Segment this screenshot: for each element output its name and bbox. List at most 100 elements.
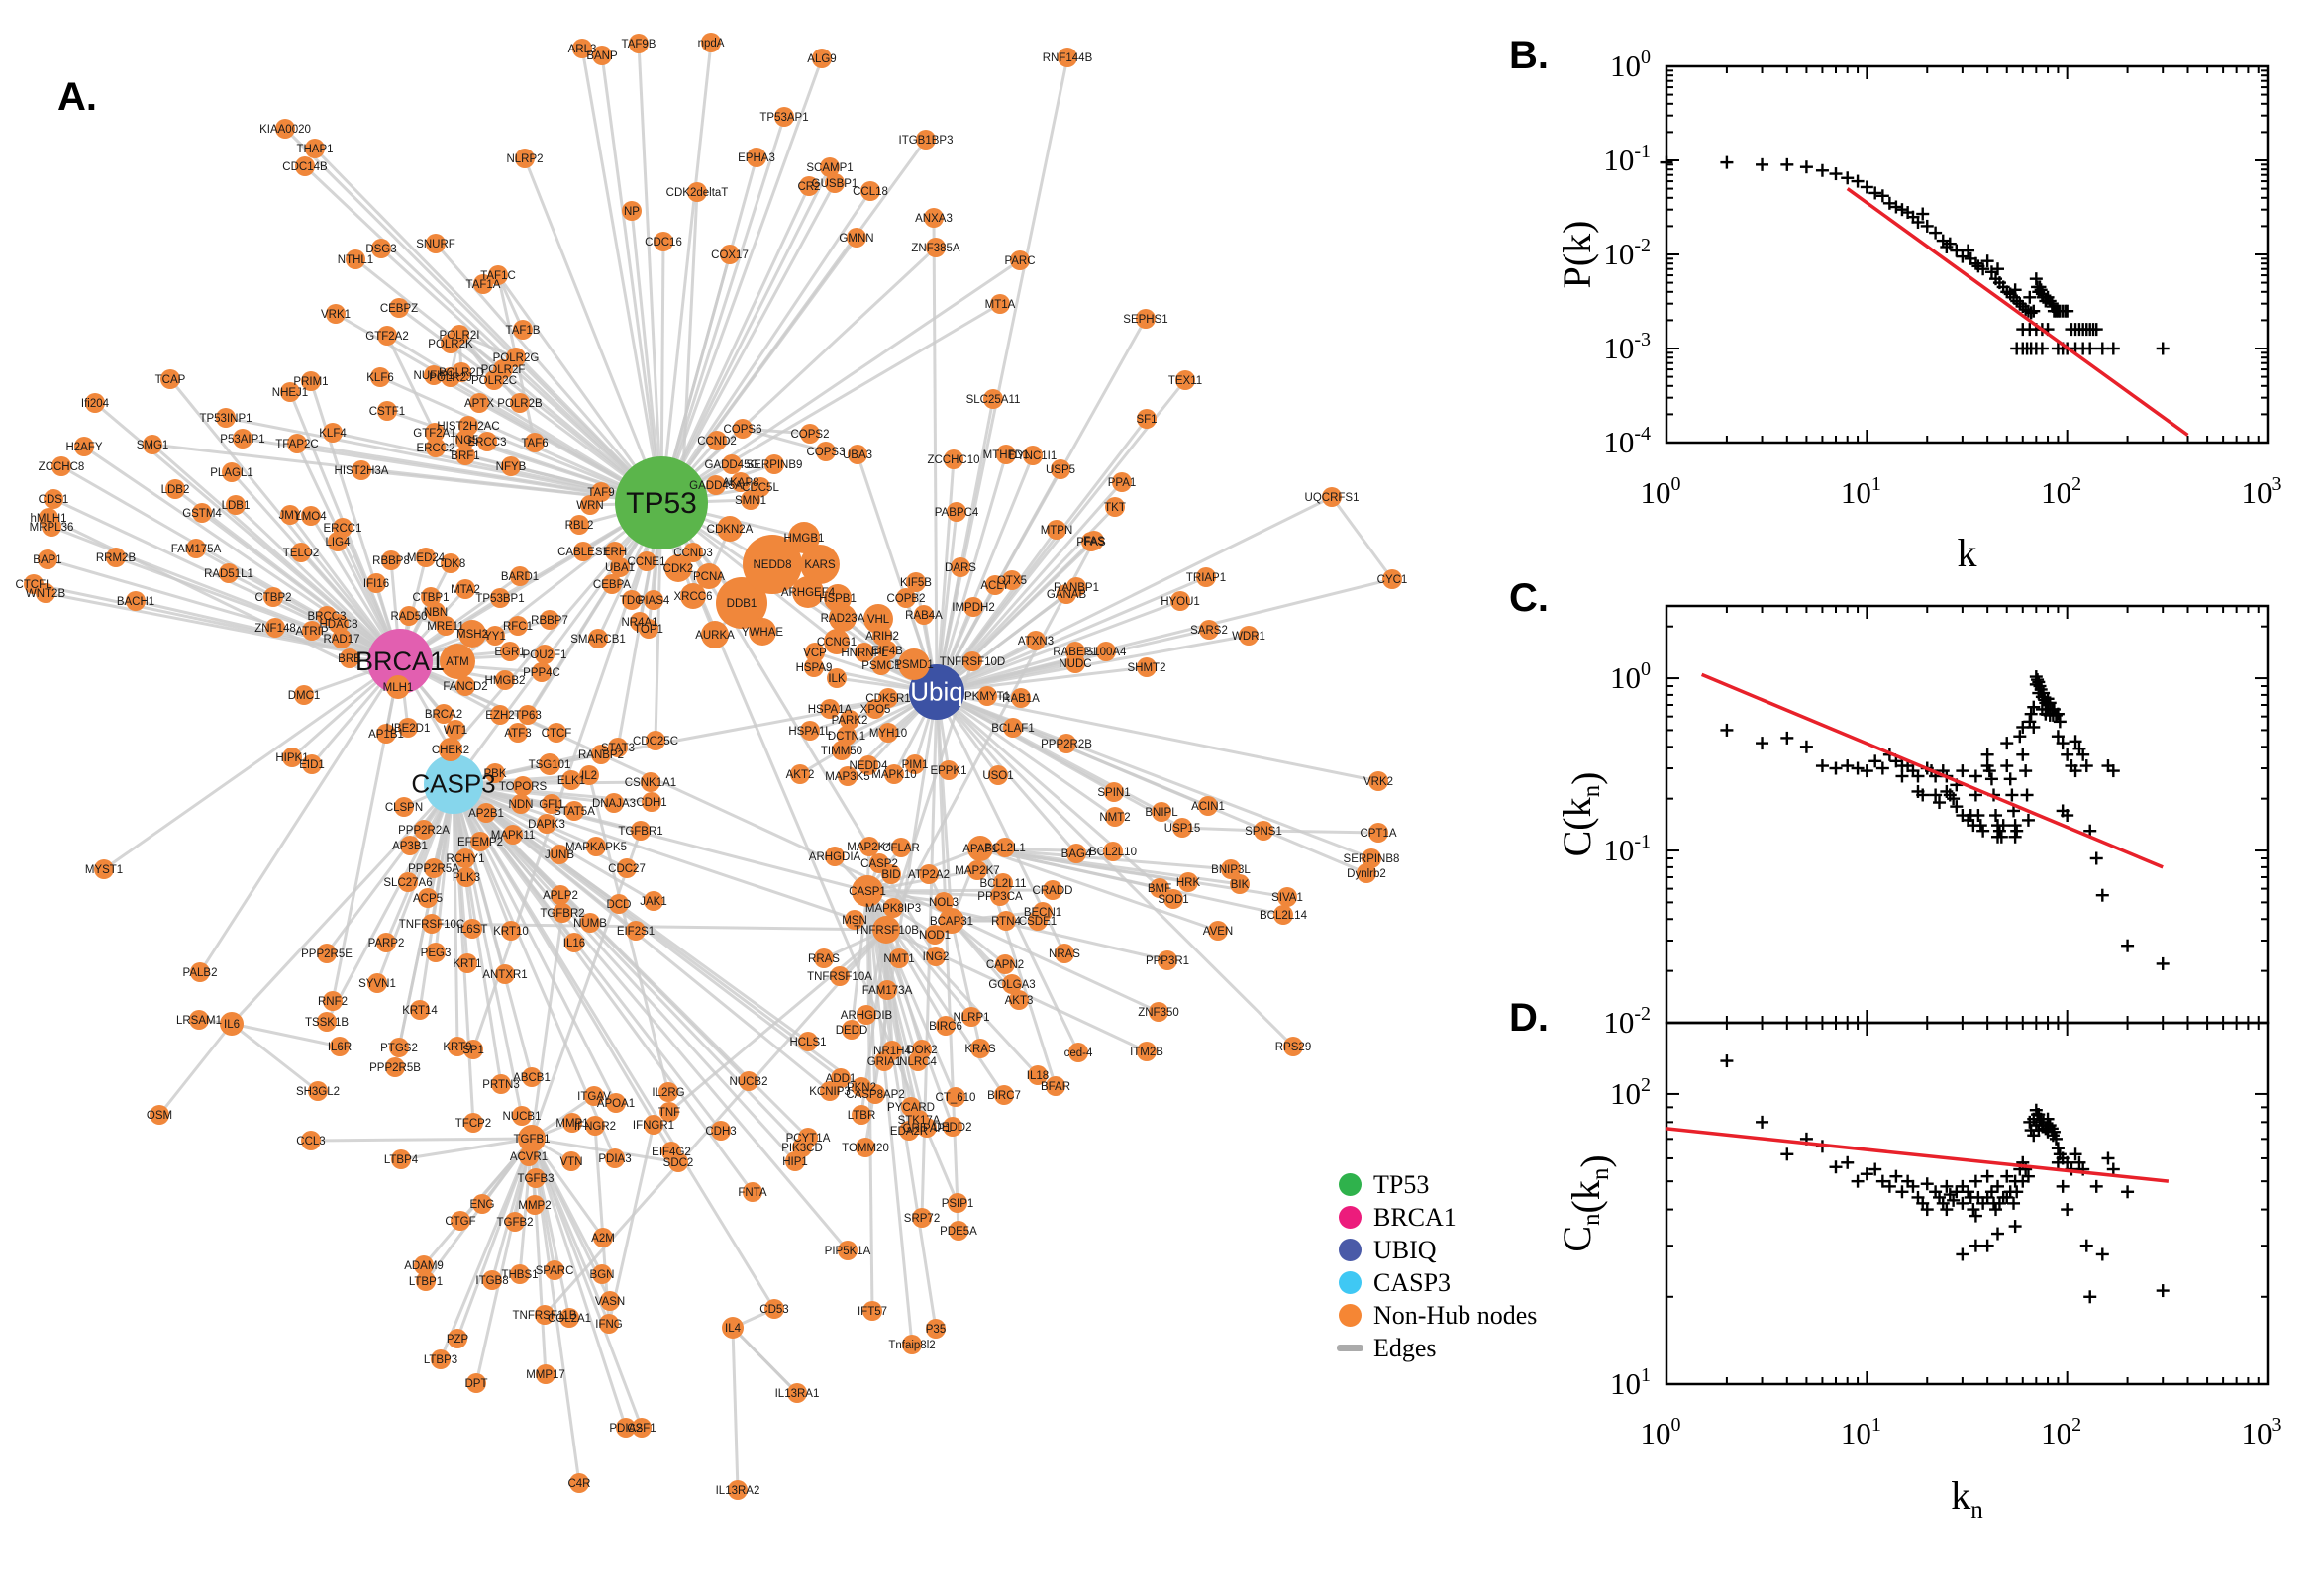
network-node-label: IL16: [563, 938, 585, 949]
network-edge: [865, 890, 914, 1346]
network-node-label: MAP3K5: [825, 771, 869, 783]
network-node: [1137, 657, 1157, 677]
network-node: [840, 710, 859, 730]
tick-label: 100: [1610, 658, 1651, 695]
network-node-label: A2M: [591, 1233, 615, 1245]
network-node: [848, 445, 867, 464]
network-node: [275, 119, 295, 139]
network-node: [824, 629, 850, 654]
network-node-label: BRE: [338, 653, 361, 665]
network-node: [434, 704, 454, 724]
network-edge: [434, 243, 663, 504]
network-node-label: SEPHS1: [1123, 314, 1167, 326]
network-node-label: ERCC2: [417, 443, 455, 454]
network-node: [845, 910, 864, 930]
network-node-label: FAM175A: [171, 544, 222, 555]
network-node-label: TGFB1: [513, 1134, 550, 1146]
network-node-label: NR1H4: [873, 1046, 911, 1057]
network-node: [51, 456, 71, 476]
network-node: [863, 604, 893, 634]
tick-label: 10-3: [1603, 329, 1651, 365]
network-node: [1198, 796, 1218, 816]
network-node: [855, 643, 874, 662]
network-edge: [453, 780, 652, 786]
network-node: [632, 1418, 652, 1438]
network-edge: [452, 783, 459, 1047]
network-node-label: CDC16: [645, 237, 682, 249]
network-node: [126, 591, 146, 611]
network-edge: [452, 783, 524, 1117]
network-node-label: IMPDH2: [952, 602, 994, 614]
network-node: [820, 1081, 840, 1101]
network-node: [94, 859, 114, 879]
network-node: [610, 557, 630, 577]
network-node: [905, 754, 925, 774]
network-edge: [742, 427, 827, 453]
network-node: [540, 610, 559, 630]
network-node-label: IL6: [224, 1019, 240, 1031]
network-node-label: LTBR: [848, 1110, 876, 1122]
network-node-label: ABCB1: [513, 1072, 551, 1084]
network-node-label: TDG: [620, 595, 644, 607]
network-edge: [936, 690, 1116, 819]
network-node: [805, 643, 825, 662]
network-node-label: EIF4G2: [652, 1147, 691, 1158]
network-node: [602, 574, 622, 594]
network-node-label: DPT: [465, 1378, 488, 1390]
network-node: [463, 1040, 483, 1059]
network-node-label: MAP2K7: [955, 865, 999, 877]
network-node-label: PPP4C: [523, 667, 560, 679]
network-node: [513, 776, 533, 796]
network-node-label: PEG3: [421, 948, 452, 959]
network-node-label: NEDD4: [850, 760, 889, 772]
network-node: [747, 148, 766, 167]
network-node: [600, 1291, 620, 1311]
network-node-label: BRCA1: [355, 647, 445, 676]
network-node-label: EZH2: [485, 710, 514, 722]
network-node-label: PABPC4: [935, 507, 979, 519]
network-node: [561, 770, 581, 790]
network-node-label: MRE11: [427, 621, 464, 633]
network-node-label: NMT1: [883, 953, 914, 965]
network-edge: [936, 634, 1250, 694]
network-node-label: CAPN2: [986, 959, 1024, 971]
plot-frame: [1665, 1021, 2270, 1386]
network-node-label: S100A4: [1086, 647, 1128, 658]
tick-label: 102: [1610, 1074, 1651, 1111]
network-node-label: YY1: [484, 631, 506, 643]
network-node: [838, 1241, 858, 1260]
network-edge: [935, 690, 1295, 1048]
network-edge: [1262, 829, 1379, 835]
network-edge: [884, 929, 911, 1132]
network-node-label: AKAP8: [722, 477, 758, 489]
network-node-label: RBL2: [565, 520, 594, 532]
network-node: [1221, 859, 1241, 879]
network-node-label: TP53BP1: [475, 593, 524, 605]
network-node: [764, 1299, 784, 1319]
network-node-label: MED24: [407, 552, 446, 564]
tick-label: 101: [1610, 1364, 1651, 1401]
network-node: [1112, 472, 1132, 492]
network-edge: [231, 1022, 319, 1093]
tick-label: 101: [1841, 473, 1881, 510]
tick-label: 103: [2242, 1414, 2282, 1450]
network-edge: [457, 334, 522, 404]
network-node: [539, 753, 560, 775]
network-node: [1230, 874, 1250, 894]
network-node-label: HIST2H3A: [335, 465, 389, 477]
network-edge: [593, 1125, 611, 1325]
network-node-label: ATXN3: [1018, 636, 1054, 648]
network-node-label: SMG1: [137, 440, 169, 451]
network-node-label: GADD45G: [705, 459, 759, 471]
network-node-label: NFYB: [496, 461, 527, 473]
network-node-label: COL2A1: [548, 1313, 591, 1325]
network-node-label: COPB2: [887, 593, 926, 605]
network-edge: [452, 783, 475, 1124]
network-node-label: NUFIP1: [414, 370, 454, 382]
network-node: [961, 1007, 981, 1027]
network-node: [926, 1319, 946, 1339]
network-node: [295, 156, 315, 176]
network-node: [872, 916, 900, 944]
legend-item-label: Edges: [1373, 1333, 1437, 1362]
